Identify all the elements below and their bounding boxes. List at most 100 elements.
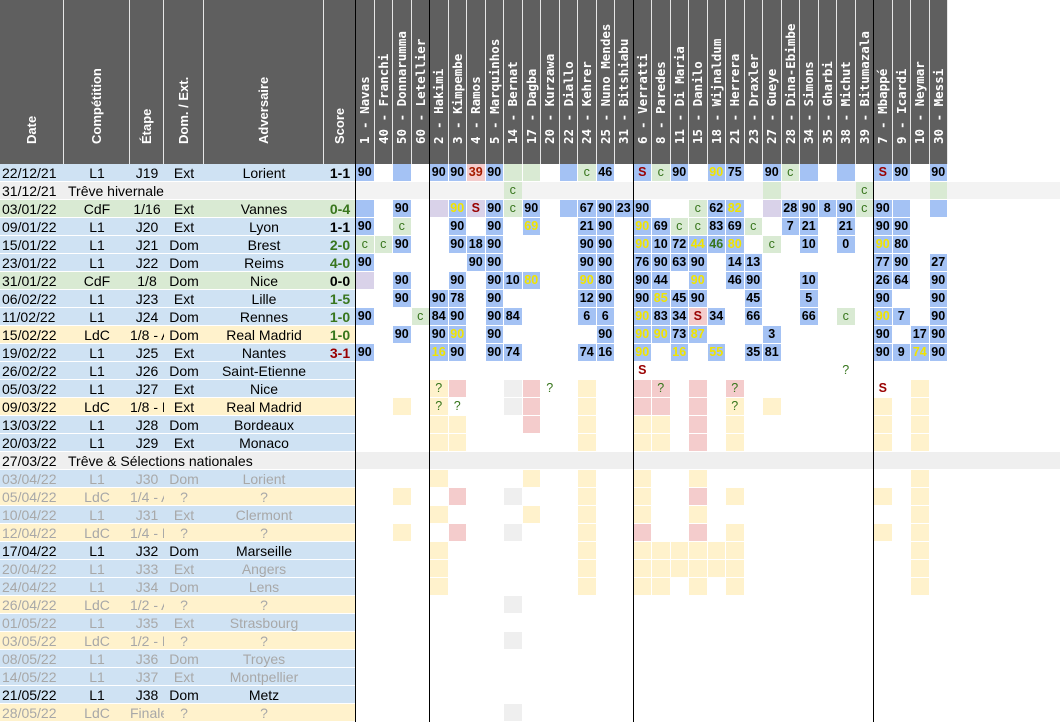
player-cell[interactable]: 10 <box>652 236 670 253</box>
player-cell[interactable]: 90 <box>578 236 596 253</box>
player-cell[interactable] <box>652 560 670 577</box>
player-header[interactable]: 39 - Bitumazala <box>855 0 874 164</box>
player-cell[interactable] <box>578 560 596 577</box>
player-cell[interactable]: c <box>374 236 392 253</box>
player-cell[interactable]: 21 <box>837 218 855 235</box>
player-cell[interactable]: 90 <box>763 164 781 181</box>
player-cell[interactable]: 90 <box>874 218 892 235</box>
player-cell[interactable] <box>578 398 596 415</box>
player-header[interactable]: 4 - Ramos <box>467 0 486 164</box>
player-cell[interactable] <box>689 506 707 523</box>
player-cell[interactable]: 90 <box>448 218 466 235</box>
player-cell[interactable]: 84 <box>430 308 448 325</box>
player-cell[interactable] <box>430 416 448 433</box>
player-cell[interactable]: 90 <box>892 254 910 271</box>
player-cell[interactable] <box>911 488 929 505</box>
player-cell[interactable] <box>911 560 929 577</box>
player-cell[interactable]: S <box>638 363 647 377</box>
player-cell[interactable] <box>504 596 522 613</box>
column-header-score[interactable]: Score <box>324 0 356 164</box>
player-cell[interactable]: 90 <box>929 308 947 325</box>
player-cell[interactable] <box>689 398 707 415</box>
player-cell[interactable] <box>633 578 651 595</box>
player-cell[interactable]: 12 <box>578 290 596 307</box>
player-header[interactable]: 8 - Paredes <box>652 0 671 164</box>
player-cell[interactable]: 90 <box>596 326 614 343</box>
player-cell[interactable]: 90 <box>448 272 466 289</box>
player-cell[interactable]: c <box>356 236 374 253</box>
player-cell[interactable]: 90 <box>874 236 892 253</box>
player-cell[interactable]: 74 <box>578 344 596 361</box>
player-header[interactable]: 22 - Diallo <box>559 0 578 164</box>
player-cell[interactable]: 18 <box>467 236 485 253</box>
player-cell[interactable] <box>393 164 411 181</box>
match-row[interactable]: 26/02/22 L1 J26 Dom Saint-Etienne S? <box>0 362 1060 380</box>
player-header[interactable]: 34 - Simons <box>800 0 819 164</box>
player-cell[interactable]: 90 <box>596 254 614 271</box>
player-cell[interactable]: 90 <box>800 200 818 217</box>
player-cell[interactable] <box>726 560 744 577</box>
player-cell[interactable] <box>929 182 947 199</box>
player-header[interactable]: 5 - Marquinhos <box>485 0 504 164</box>
player-cell[interactable] <box>726 416 744 433</box>
player-cell[interactable]: 90 <box>578 272 596 289</box>
match-row[interactable]: 15/01/22 L1 J21 Dom Brest 2-0 c c 90 90 18 90 90 90 90… <box>0 236 1060 254</box>
player-cell[interactable]: c <box>689 218 707 235</box>
player-header[interactable]: 9 - Icardi <box>892 0 911 164</box>
player-header[interactable]: 28 - Dina-Ebimbe <box>781 0 800 164</box>
player-cell[interactable] <box>911 578 929 595</box>
match-row[interactable]: 26/04/22 LdC 1/2 - A?? <box>0 596 1060 614</box>
player-cell[interactable]: 90 <box>929 290 947 307</box>
player-cell[interactable]: 64 <box>892 272 910 289</box>
player-header[interactable]: 18 - Wijnaldum <box>707 0 726 164</box>
player-cell[interactable] <box>633 398 651 415</box>
player-cell[interactable]: 46 <box>707 236 725 253</box>
player-cell[interactable]: 21 <box>800 218 818 235</box>
player-cell[interactable] <box>504 632 522 649</box>
player-cell[interactable] <box>726 524 744 541</box>
player-header[interactable]: 23 - Draxler <box>744 0 763 164</box>
player-cell[interactable]: 90 <box>633 236 651 253</box>
player-header[interactable]: 14 - Bernat <box>504 0 523 164</box>
match-row[interactable]: 06/02/22 L1 J23 Ext Lille 1-5 90 90 78 90 12 90 90 85… <box>0 290 1060 308</box>
player-cell[interactable]: 90 <box>393 326 411 343</box>
player-cell[interactable]: 90 <box>874 344 892 361</box>
player-cell[interactable]: 16 <box>670 344 688 361</box>
player-cell[interactable]: 80 <box>892 236 910 253</box>
player-cell[interactable]: 90 <box>430 326 448 343</box>
player-cell[interactable]: S <box>874 164 892 181</box>
player-cell[interactable]: c <box>504 182 522 199</box>
player-cell[interactable]: 90 <box>929 272 947 289</box>
match-row[interactable]: 10/04/22 L1 J31 Ext Clermont <box>0 506 1060 524</box>
player-cell[interactable]: 90 <box>356 164 374 181</box>
player-cell[interactable]: S <box>878 381 887 395</box>
player-cell[interactable]: 27 <box>929 254 947 271</box>
player-header[interactable]: 30 - Messi <box>929 0 948 164</box>
match-row[interactable]: 09/03/22 LdC 1/8 - R Ext Real Madrid??? <box>0 398 1060 416</box>
player-cell[interactable]: 90 <box>633 326 651 343</box>
player-cell[interactable] <box>504 164 522 181</box>
player-cell[interactable]: 62 <box>707 200 725 217</box>
player-cell[interactable]: 10 <box>800 236 818 253</box>
player-cell[interactable] <box>393 524 411 541</box>
player-cell[interactable] <box>578 470 596 487</box>
player-cell[interactable] <box>430 506 448 523</box>
match-row[interactable]: 09/01/22 L1 J20 Ext Lyon 1-1 90 c 90 90 69 21 90 90 69… <box>0 218 1060 236</box>
player-cell[interactable]: 90 <box>596 218 614 235</box>
player-cell[interactable] <box>726 542 744 559</box>
player-header[interactable]: 25 - Nuno Mendes <box>596 0 615 164</box>
player-cell[interactable]: 90 <box>448 326 466 343</box>
player-cell[interactable]: 90 <box>596 236 614 253</box>
column-header-stage[interactable]: Étape <box>130 0 164 164</box>
player-cell[interactable]: 90 <box>448 308 466 325</box>
player-cell[interactable] <box>578 488 596 505</box>
player-cell[interactable]: 90 <box>467 254 485 271</box>
player-cell[interactable] <box>689 416 707 433</box>
player-cell[interactable]: 90 <box>633 218 651 235</box>
player-cell[interactable]: 90 <box>929 344 947 361</box>
player-cell[interactable] <box>578 380 596 397</box>
player-cell[interactable]: 13 <box>744 254 762 271</box>
player-cell[interactable] <box>689 434 707 451</box>
player-cell[interactable]: 44 <box>689 236 707 253</box>
player-cell[interactable]: 69 <box>726 218 744 235</box>
